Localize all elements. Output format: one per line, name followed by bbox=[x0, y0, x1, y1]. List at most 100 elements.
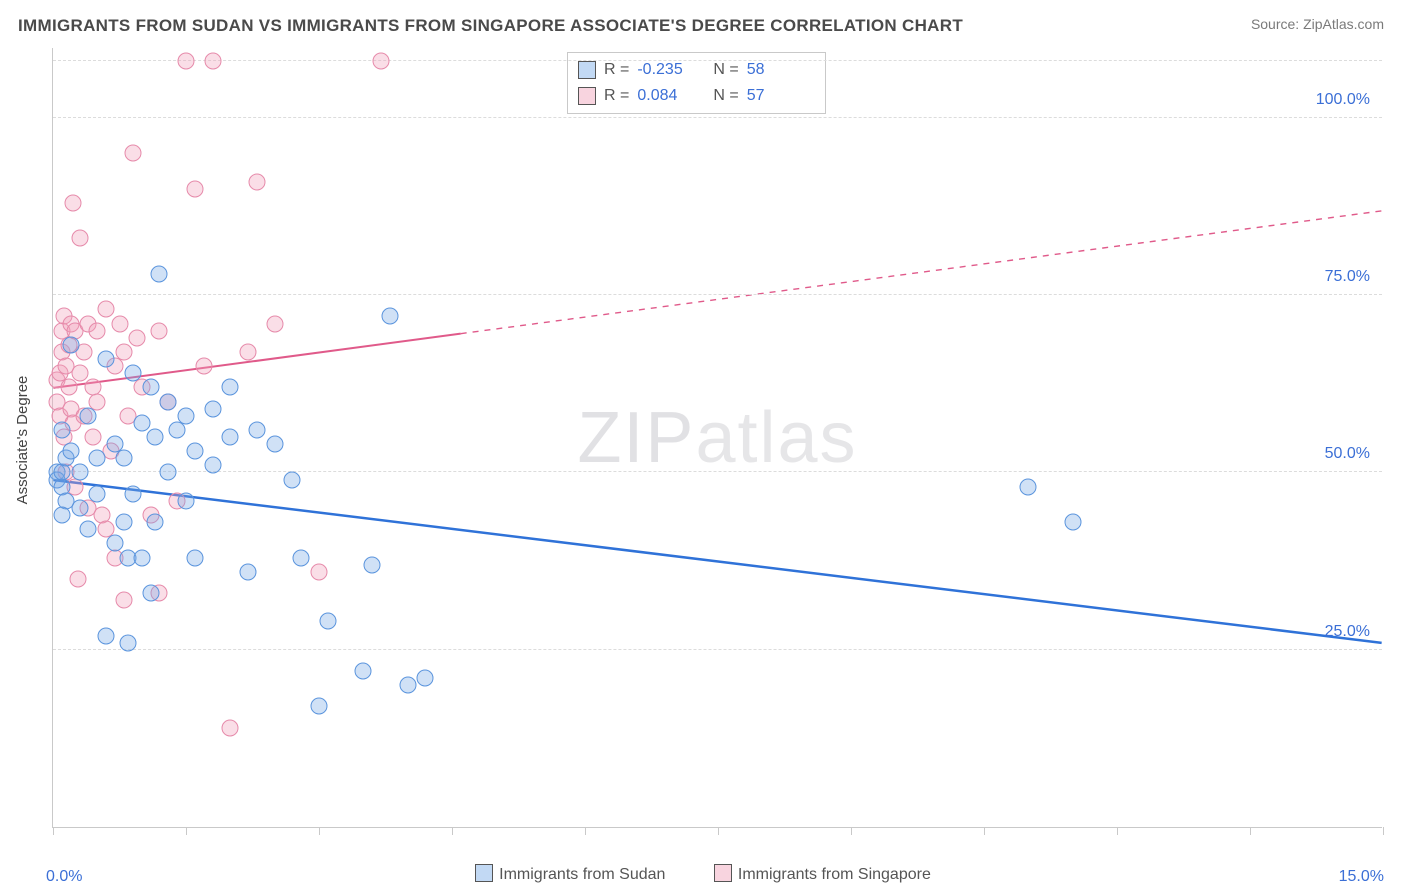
gridline bbox=[53, 471, 1382, 472]
x-tick bbox=[1383, 827, 1384, 835]
x-tick bbox=[585, 827, 586, 835]
data-point bbox=[373, 53, 390, 70]
data-point bbox=[53, 421, 70, 438]
data-point bbox=[319, 613, 336, 630]
bottom-legend: Immigrants from Sudan Immigrants from Si… bbox=[0, 864, 1406, 884]
data-point bbox=[129, 329, 146, 346]
data-point bbox=[111, 315, 128, 332]
source-label: Source: ZipAtlas.com bbox=[1251, 16, 1384, 32]
data-point bbox=[160, 464, 177, 481]
data-point bbox=[399, 677, 416, 694]
data-point bbox=[186, 549, 203, 566]
data-point bbox=[417, 670, 434, 687]
data-point bbox=[204, 457, 221, 474]
swatch-pink-icon bbox=[714, 864, 732, 882]
swatch-pink-icon bbox=[578, 87, 596, 105]
data-point bbox=[146, 514, 163, 531]
data-point bbox=[178, 492, 195, 509]
data-point bbox=[124, 365, 141, 382]
data-point bbox=[248, 173, 265, 190]
x-tick bbox=[1117, 827, 1118, 835]
data-point bbox=[160, 393, 177, 410]
x-tick bbox=[718, 827, 719, 835]
data-point bbox=[107, 535, 124, 552]
data-point bbox=[89, 485, 106, 502]
x-tick bbox=[319, 827, 320, 835]
data-point bbox=[120, 634, 137, 651]
data-point bbox=[266, 436, 283, 453]
y-tick-label: 50.0% bbox=[1325, 445, 1370, 463]
data-point bbox=[60, 379, 77, 396]
data-point bbox=[240, 343, 257, 360]
data-point bbox=[98, 627, 115, 644]
swatch-blue-icon bbox=[475, 864, 493, 882]
data-point bbox=[80, 521, 97, 538]
data-point bbox=[98, 351, 115, 368]
stats-legend: R = -0.235 N = 58 R = 0.084 N = 57 bbox=[567, 52, 826, 114]
data-point bbox=[222, 379, 239, 396]
data-point bbox=[64, 195, 81, 212]
data-point bbox=[293, 549, 310, 566]
plot-area: ZIPatlas R = -0.235 N = 58 R = 0.084 N =… bbox=[52, 48, 1382, 828]
x-tick bbox=[53, 827, 54, 835]
data-point bbox=[62, 336, 79, 353]
y-tick-label: 75.0% bbox=[1325, 268, 1370, 286]
data-point bbox=[124, 145, 141, 162]
gridline bbox=[53, 649, 1382, 650]
data-point bbox=[284, 471, 301, 488]
x-tick bbox=[186, 827, 187, 835]
data-point bbox=[84, 429, 101, 446]
data-point bbox=[151, 265, 168, 282]
x-tick bbox=[1250, 827, 1251, 835]
data-point bbox=[71, 464, 88, 481]
watermark: ZIPatlas bbox=[577, 397, 857, 479]
y-axis-label: Associate's Degree bbox=[14, 376, 31, 505]
data-point bbox=[98, 301, 115, 318]
stats-row-pink: R = 0.084 N = 57 bbox=[578, 83, 815, 109]
data-point bbox=[222, 429, 239, 446]
data-point bbox=[62, 443, 79, 460]
gridline bbox=[53, 60, 1382, 61]
data-point bbox=[204, 53, 221, 70]
data-point bbox=[69, 570, 86, 587]
data-point bbox=[115, 592, 132, 609]
data-point bbox=[381, 308, 398, 325]
data-point bbox=[146, 429, 163, 446]
data-point bbox=[178, 53, 195, 70]
data-point bbox=[142, 585, 159, 602]
chart-title: IMMIGRANTS FROM SUDAN VS IMMIGRANTS FROM… bbox=[18, 16, 963, 36]
data-point bbox=[133, 549, 150, 566]
data-point bbox=[186, 443, 203, 460]
data-point bbox=[115, 450, 132, 467]
swatch-blue-icon bbox=[578, 61, 596, 79]
y-tick-label: 25.0% bbox=[1325, 623, 1370, 641]
data-point bbox=[115, 343, 132, 360]
data-point bbox=[311, 698, 328, 715]
data-point bbox=[71, 499, 88, 516]
data-point bbox=[204, 400, 221, 417]
data-point bbox=[1020, 478, 1037, 495]
gridline bbox=[53, 294, 1382, 295]
data-point bbox=[80, 407, 97, 424]
data-point bbox=[355, 663, 372, 680]
data-point bbox=[240, 563, 257, 580]
data-point bbox=[222, 719, 239, 736]
data-point bbox=[89, 450, 106, 467]
data-point bbox=[115, 514, 132, 531]
x-tick bbox=[452, 827, 453, 835]
data-point bbox=[195, 358, 212, 375]
gridline bbox=[53, 117, 1382, 118]
data-point bbox=[53, 507, 70, 524]
data-point bbox=[248, 421, 265, 438]
data-point bbox=[1064, 514, 1081, 531]
data-point bbox=[124, 485, 141, 502]
data-point bbox=[151, 322, 168, 339]
data-point bbox=[71, 230, 88, 247]
data-point bbox=[364, 556, 381, 573]
x-tick bbox=[851, 827, 852, 835]
legend-item-blue: Immigrants from Sudan bbox=[475, 866, 670, 883]
data-point bbox=[186, 180, 203, 197]
y-tick-label: 100.0% bbox=[1316, 91, 1370, 109]
data-point bbox=[266, 315, 283, 332]
data-point bbox=[178, 407, 195, 424]
